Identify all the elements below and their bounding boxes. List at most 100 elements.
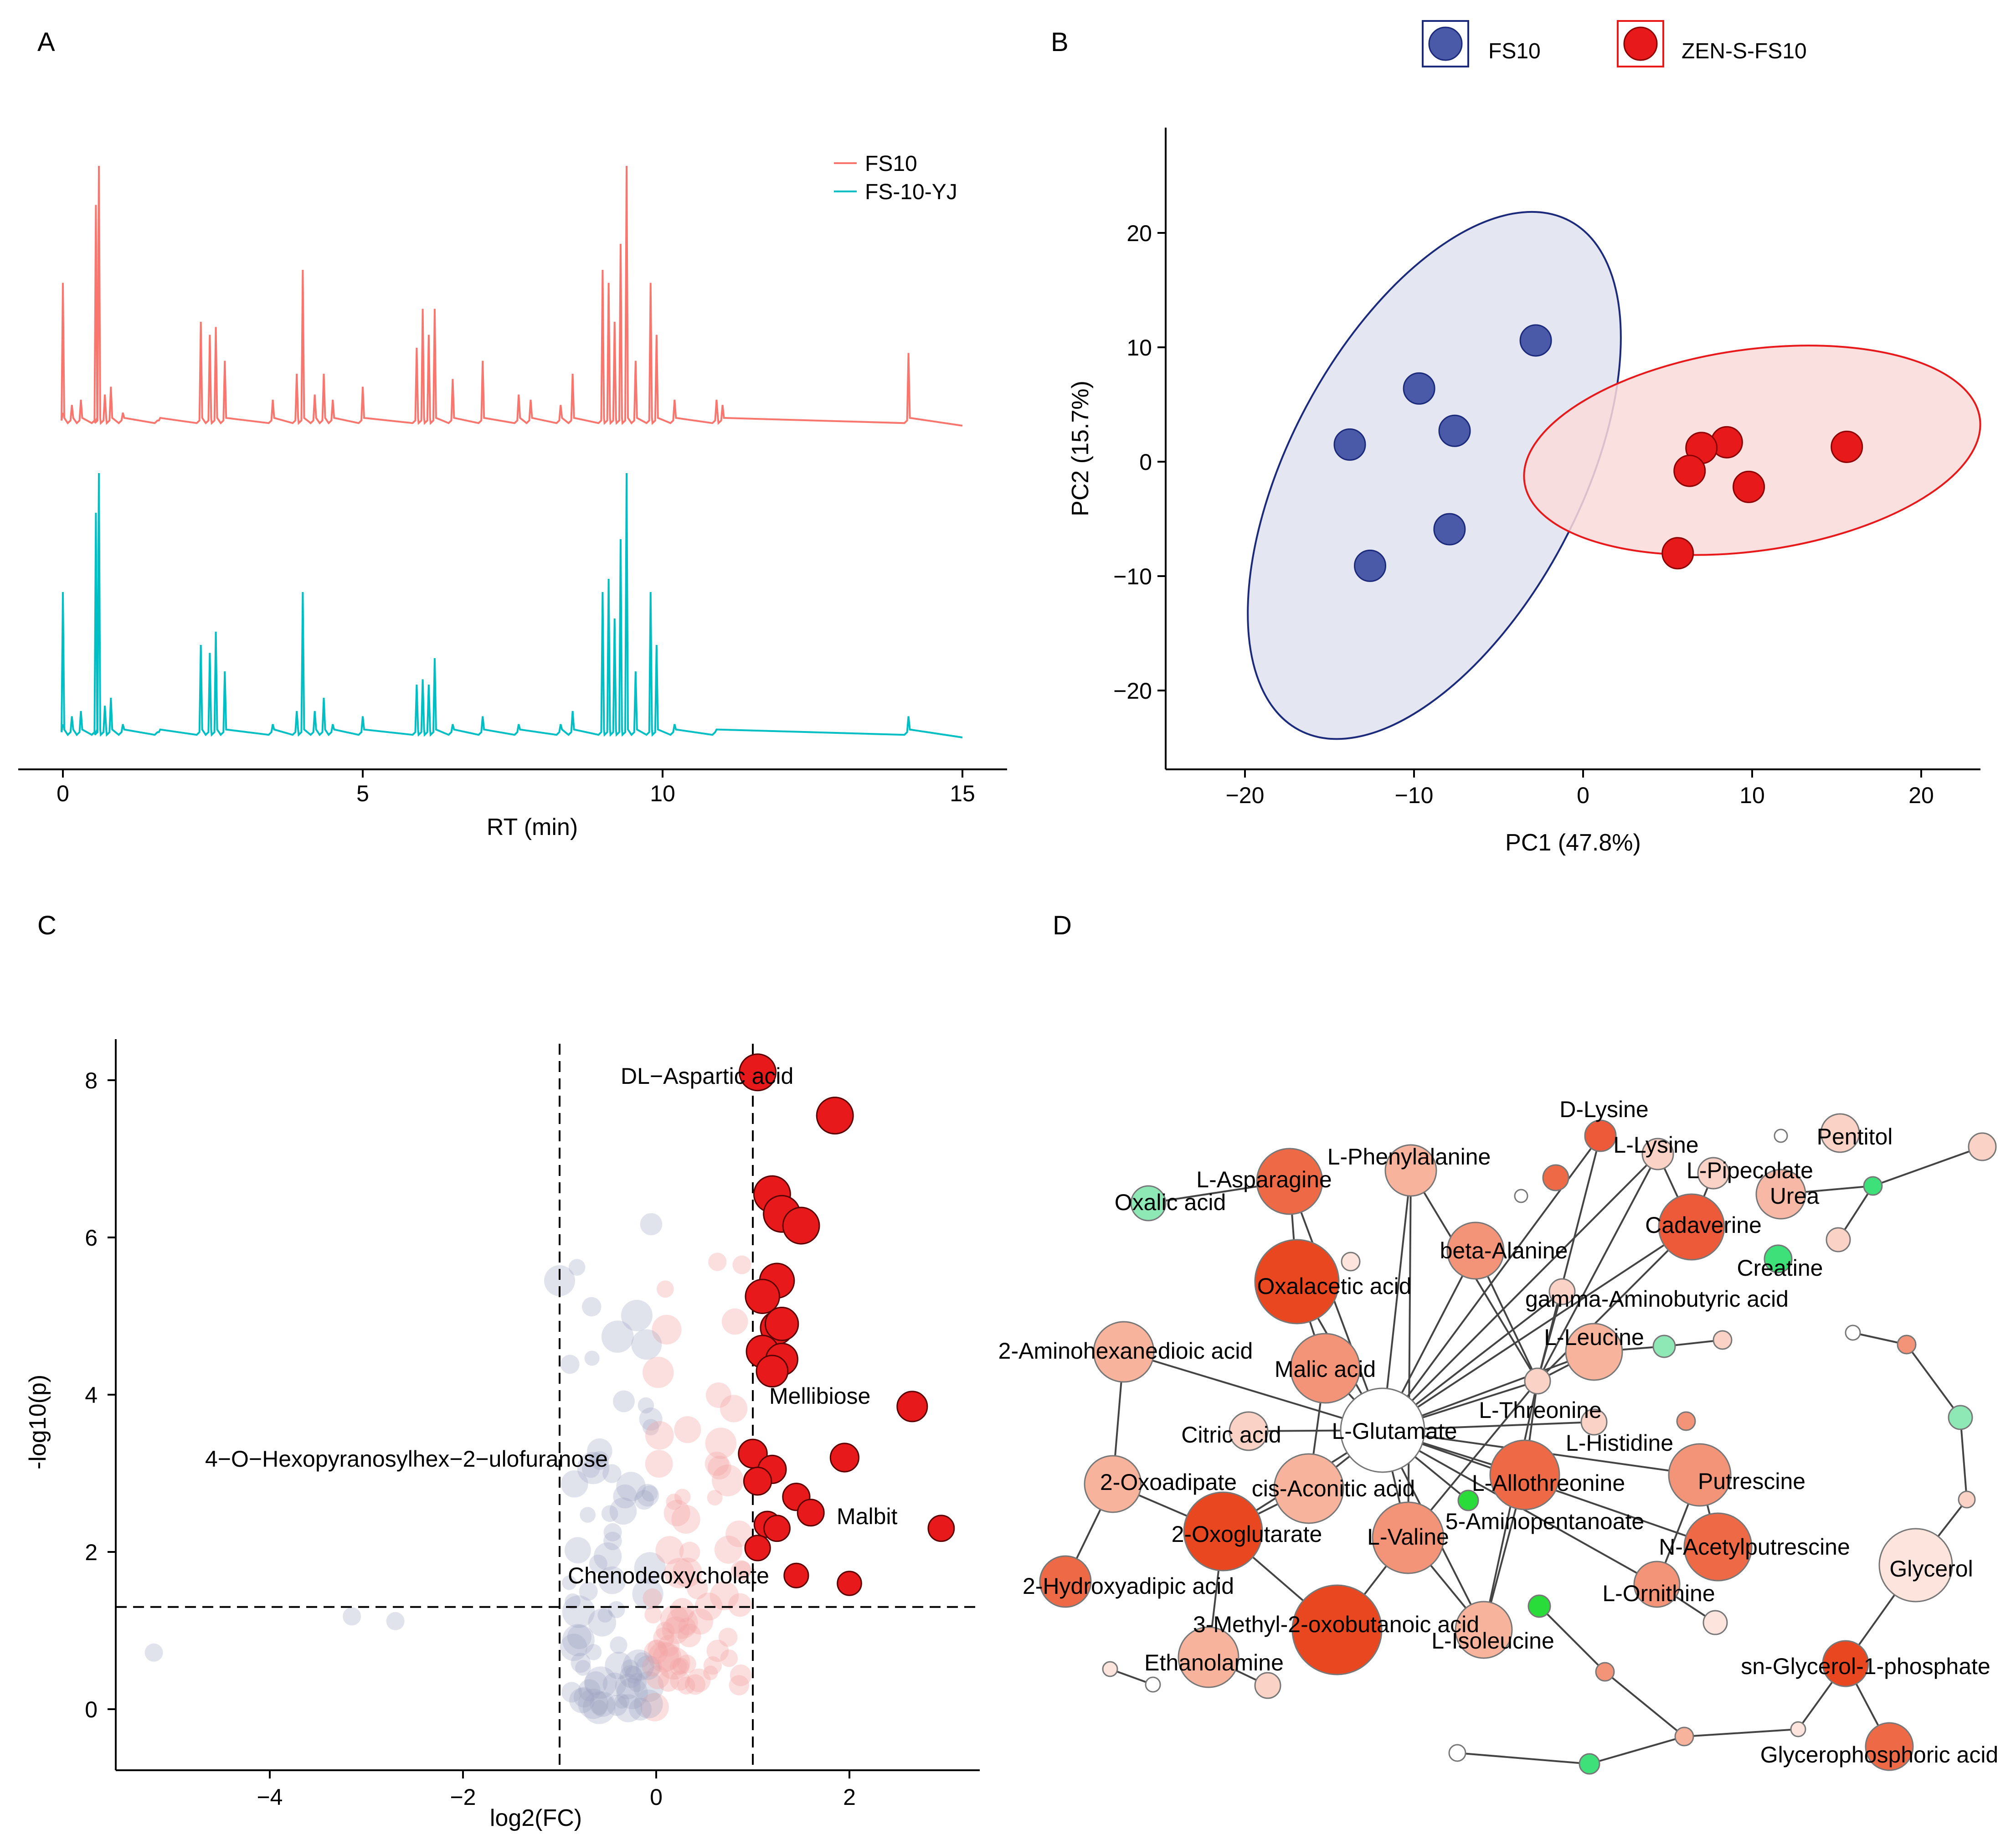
volcano-background-point (678, 1618, 696, 1636)
volcano-significant-point-8 (764, 1307, 799, 1341)
pca-point-zen-s-fs10-2 (1831, 430, 1863, 463)
network-node-unlabeled (1514, 1189, 1528, 1203)
network-label-gamma-aminobutyric-acid: gamma-Aminobutyric acid (1525, 1286, 1789, 1312)
volcano-significant-point-0 (739, 1053, 777, 1092)
network-edge-l-glutamate-l-phenylalanine (1382, 1170, 1412, 1431)
network-label-l-glutamate: L-Glutamate (1332, 1418, 1457, 1444)
pca-x-label: PC1 (47.8%) (1505, 830, 1641, 856)
volcano-significant-point-14 (829, 1443, 860, 1473)
network-edge-l-glutamate-2-aminohexanedioic-acid (1123, 1351, 1383, 1431)
volcano-background-point (639, 1407, 663, 1431)
network-label-2-oxoglutarate: 2-Oxoglutarate (1172, 1521, 1322, 1547)
volcano-x-label: log2(FC) (490, 1805, 582, 1831)
volcano-background-point (643, 1419, 659, 1436)
volcano-background-point (614, 1693, 630, 1709)
network-label-sn-glycerol-1-phosphate: sn-Glycerol-1-phosphate (1741, 1654, 1990, 1679)
volcano-background-point (644, 1606, 662, 1623)
volcano-background-point (634, 1552, 666, 1584)
volcano-background-point (581, 1459, 600, 1478)
volcano-background-point (562, 1575, 577, 1590)
volcano-background-point (660, 1605, 689, 1634)
volcano-background-point (710, 1581, 739, 1610)
volcano-background-point (580, 1507, 596, 1523)
volcano-background-point (614, 1694, 643, 1722)
network-label-l-ornithine: L-Ornithine (1602, 1581, 1715, 1606)
volcano-annotation-4-o-hexopyranosylhex-2-ulofuranose: 4−O−Hexopyranosylhex−2−ulofuranose (205, 1446, 608, 1472)
network-edge (1538, 1605, 1606, 1673)
network-label-2-oxoadipate: 2-Oxoadipate (1100, 1469, 1237, 1495)
volcano-y-tick-label-2: 2 (85, 1540, 98, 1565)
volcano-x-tick-label--4: −4 (257, 1784, 283, 1810)
network-node-pentitol (1820, 1113, 1860, 1153)
pca-x-tick-label-0: 0 (1577, 783, 1589, 808)
network-edge (1959, 1417, 1968, 1500)
volcano-background-point (640, 1693, 669, 1721)
volcano-background-point (343, 1607, 361, 1626)
volcano-significant-point-23 (783, 1562, 809, 1588)
volcano-y-tick-label-6: 6 (85, 1225, 98, 1251)
network-label-malic-acid: Malic acid (1275, 1356, 1376, 1382)
volcano-y-tick-label-4: 4 (85, 1382, 98, 1408)
volcano-significant-point-22 (744, 1535, 771, 1562)
network-node-l-ornithine (1633, 1561, 1681, 1608)
network-node-2-aminohexanedioic-acid (1093, 1321, 1155, 1383)
network-label-putrescine: Putrescine (1698, 1469, 1805, 1494)
pca-point-fs10-1 (1403, 372, 1435, 405)
volcano-y-label: -log10(p) (25, 1375, 51, 1469)
volcano-thresholds (116, 1044, 980, 1770)
volcano-background-point (677, 1676, 695, 1695)
volcano-background-point (662, 1616, 689, 1644)
volcano-background-point (581, 1297, 602, 1317)
volcano-background-point (578, 1688, 609, 1719)
volcano-background-point (590, 1451, 609, 1470)
pca-ellipses (1247, 211, 1981, 740)
volcano-background-point (567, 1624, 592, 1649)
network-node-3-methyl-2-oxobutanoic-acid (1291, 1584, 1383, 1675)
volcano-background-point (679, 1541, 700, 1563)
network-node-unlabeled (1674, 1726, 1694, 1747)
network-panel: D-Lysine L-Lysine PentitolL-PipecolateUrea… (998, 1097, 1998, 1775)
volcano-background-point (585, 1644, 602, 1660)
volcano-background-point (646, 1665, 669, 1689)
volcano-background-point (386, 1612, 405, 1630)
pca-point-fs10-0 (1519, 324, 1552, 357)
volcano-background-point (652, 1314, 682, 1345)
pca-point-fs10-5 (1354, 549, 1387, 582)
pca-legend-label-fs10: FS10 (1488, 39, 1541, 63)
volcano-background-point (629, 1697, 652, 1721)
volcano-background-point (672, 1657, 689, 1675)
volcano-background-point (573, 1687, 594, 1708)
volcano-background-point (560, 1355, 580, 1374)
volcano-background-point (590, 1691, 616, 1717)
network-node-malic-acid (1290, 1333, 1361, 1404)
pca-legend-marker-fs10 (1428, 26, 1463, 61)
pca-point-fs10-4 (1433, 513, 1466, 546)
volcano-background-point (730, 1560, 752, 1581)
network-edge (1872, 1146, 1983, 1187)
volcano-background-point (601, 1320, 634, 1353)
x-tick-label-0: 0 (57, 781, 69, 806)
volcano-background-point (674, 1416, 701, 1443)
volcano-significant-point-4 (782, 1206, 820, 1245)
network-node-glycerophosphoric-acid (1865, 1722, 1914, 1771)
network-label-glycerol: Glycerol (1889, 1556, 1973, 1582)
network-node-2-oxoadipate (1084, 1455, 1142, 1513)
volcano-background-point (658, 1670, 679, 1692)
volcano-background-point (593, 1542, 622, 1571)
volcano-background-point (653, 1642, 682, 1671)
chromatogram-panel: 0 5 10 15 RT (min) FS10 FS-10-YJ (18, 152, 1007, 840)
legend-label-fs10: FS10 (865, 152, 917, 176)
network-node-gamma-aminobutyric-acid (1548, 1278, 1576, 1305)
volcano-background-point (677, 1623, 701, 1648)
pca-panel: FS10 ZEN-S-FS10 −20 −10 0 10 20 −20 −10 0 10 20 P… (1067, 20, 1981, 856)
volcano-background-point (703, 1656, 722, 1675)
volcano-background-point (643, 1356, 674, 1388)
network-node-putrescine (1668, 1443, 1732, 1507)
volcano-background-point (670, 1670, 690, 1691)
network-node-unlabeled (1948, 1405, 1973, 1430)
pca-x-tick-label-20: 20 (1908, 783, 1934, 808)
volcano-y-tick-label-8: 8 (85, 1068, 98, 1093)
volcano-background-point (634, 1652, 649, 1668)
network-label-l-isoleucine: L-Isoleucine (1431, 1628, 1554, 1654)
volcano-background-point (587, 1438, 612, 1464)
